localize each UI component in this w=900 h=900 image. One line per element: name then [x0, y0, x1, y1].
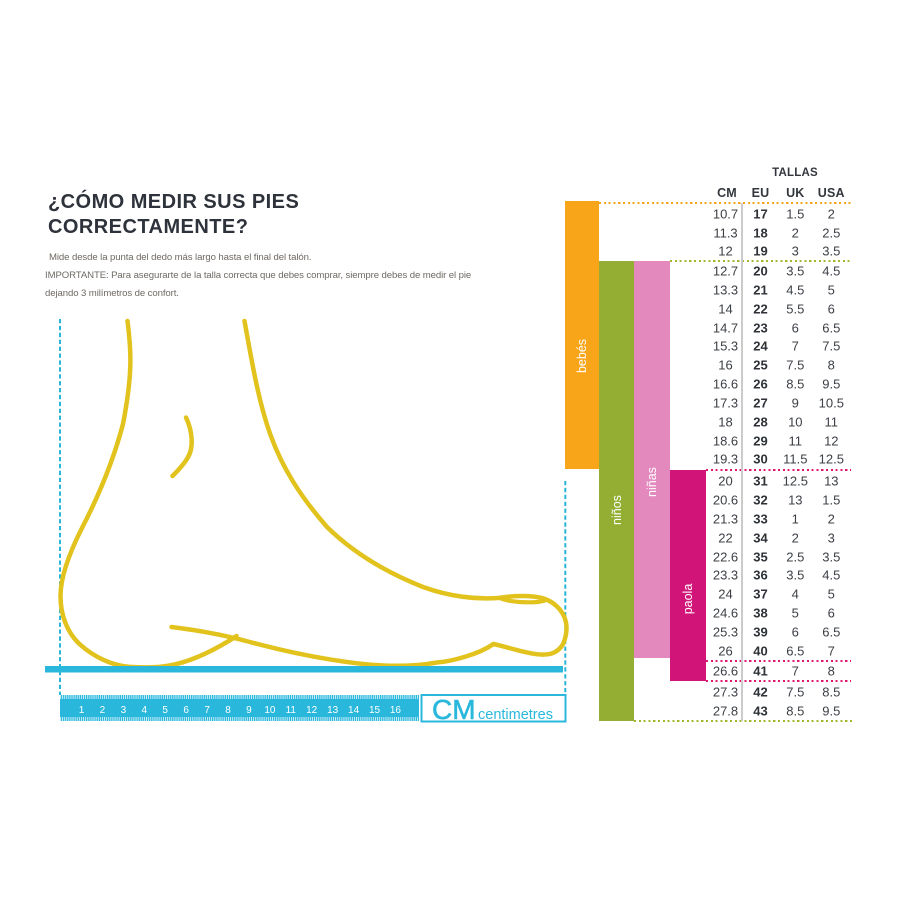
svg-text:9: 9 [246, 705, 252, 716]
svg-text:CM: CM [432, 694, 476, 725]
svg-text:5: 5 [162, 705, 168, 716]
svg-text:4: 4 [142, 705, 148, 716]
svg-text:13: 13 [327, 705, 339, 716]
svg-text:6: 6 [183, 705, 189, 716]
svg-text:1: 1 [79, 705, 85, 716]
svg-text:12: 12 [306, 705, 318, 716]
svg-text:2: 2 [100, 705, 106, 716]
svg-text:centimetres: centimetres [478, 707, 553, 723]
svg-text:8: 8 [225, 705, 231, 716]
svg-text:14: 14 [348, 705, 360, 716]
svg-text:11: 11 [286, 705, 297, 716]
svg-text:3: 3 [121, 705, 127, 716]
svg-text:15: 15 [369, 705, 381, 716]
svg-text:16: 16 [390, 705, 402, 716]
svg-text:10: 10 [264, 705, 276, 716]
svg-text:7: 7 [204, 705, 210, 716]
